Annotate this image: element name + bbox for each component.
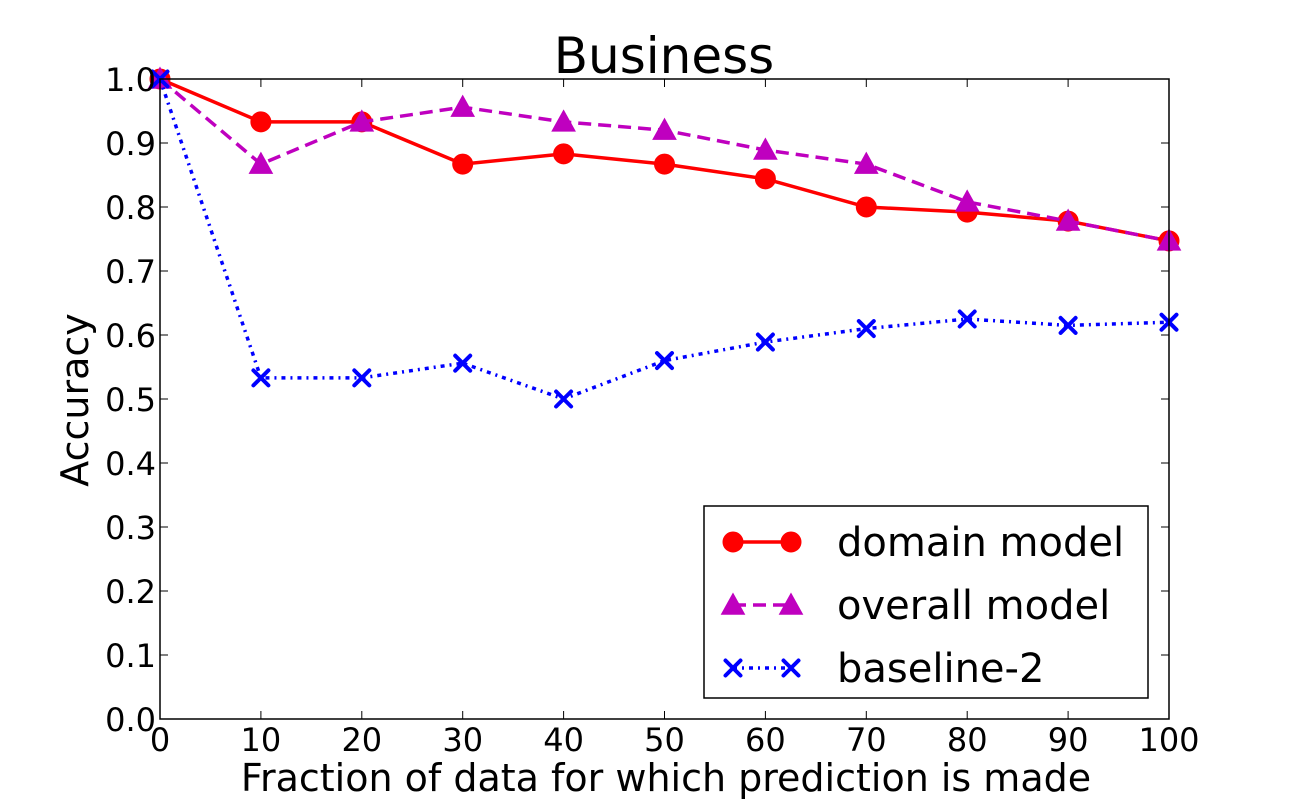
x-tick-label: 60 <box>745 721 786 759</box>
data-point <box>251 368 271 388</box>
x-tick-label: 0 <box>150 721 170 759</box>
data-point <box>754 168 776 190</box>
x-tick-label: 40 <box>543 721 584 759</box>
x-tick-label: 10 <box>241 721 282 759</box>
legend-item: domain model <box>722 520 1124 566</box>
y-tick-label: 0.2 <box>105 573 156 611</box>
y-tick-label: 0.5 <box>105 381 156 419</box>
legend-marker <box>723 658 743 678</box>
series-line <box>158 78 1170 401</box>
y-tick-label: 0.7 <box>105 253 156 291</box>
x-tick-label: 50 <box>644 721 685 759</box>
legend-item: baseline-2 <box>723 646 1044 692</box>
data-point <box>957 309 977 329</box>
data-point <box>1055 208 1081 231</box>
x-axis-label: Fraction of data for which prediction is… <box>241 756 1091 800</box>
data-point <box>554 389 574 409</box>
data-point <box>954 189 980 212</box>
axis-ticks: 0 10 20 30 40 50 60 70 80 90 100 0.0 0.1 0.2 0.3 0.4 0.5… <box>105 61 1199 759</box>
data-point <box>250 111 272 133</box>
legend-marker <box>781 658 801 678</box>
legend-marker <box>778 592 804 615</box>
y-tick-label: 0.1 <box>105 637 156 675</box>
data-point <box>654 153 675 175</box>
data-point <box>349 109 375 132</box>
y-tick-label: 0.8 <box>105 189 156 227</box>
legend-box <box>703 505 1149 699</box>
x-tick-label: 30 <box>442 721 483 759</box>
data-point <box>753 137 778 160</box>
x-tick-label: 70 <box>846 721 887 759</box>
legend-item: overall model <box>720 583 1110 629</box>
y-axis-label: Accuracy <box>53 313 97 487</box>
x-tick-label: 90 <box>1048 721 1089 759</box>
data-point <box>853 151 879 174</box>
data-point <box>655 351 674 371</box>
data-point <box>551 109 576 132</box>
data-point <box>352 368 372 388</box>
data-point <box>652 117 677 140</box>
data-point <box>452 153 474 175</box>
plot-area <box>147 66 1182 409</box>
data-point <box>855 196 877 218</box>
data-point <box>856 319 876 339</box>
x-tick-label: 100 <box>1138 721 1199 759</box>
data-point <box>450 94 476 117</box>
y-tick-label: 0.0 <box>105 701 156 739</box>
y-tick-label: 0.3 <box>105 509 156 547</box>
series-baseline-2 <box>150 69 1179 409</box>
data-point <box>755 332 775 352</box>
data-point <box>1058 315 1078 335</box>
x-tick-label: 20 <box>341 721 382 759</box>
legend-label: domain model <box>837 520 1124 566</box>
y-tick-label: 0.4 <box>105 445 156 483</box>
x-tick-label: 80 <box>947 721 988 759</box>
chart-title: Business <box>554 27 774 85</box>
series-domain-model <box>149 68 1180 252</box>
legend: domain model overall model baseline-2 <box>703 505 1149 699</box>
data-point <box>553 143 575 165</box>
data-point <box>248 151 274 174</box>
data-point <box>453 353 473 373</box>
y-tick-label: 0.6 <box>105 317 156 355</box>
legend-marker <box>780 531 802 553</box>
legend-label: overall model <box>837 583 1110 629</box>
legend-marker <box>722 531 744 553</box>
y-tick-label: 1.0 <box>105 61 156 99</box>
y-tick-label: 0.9 <box>105 125 156 163</box>
legend-marker <box>720 592 746 615</box>
legend-label: baseline-2 <box>837 646 1044 692</box>
